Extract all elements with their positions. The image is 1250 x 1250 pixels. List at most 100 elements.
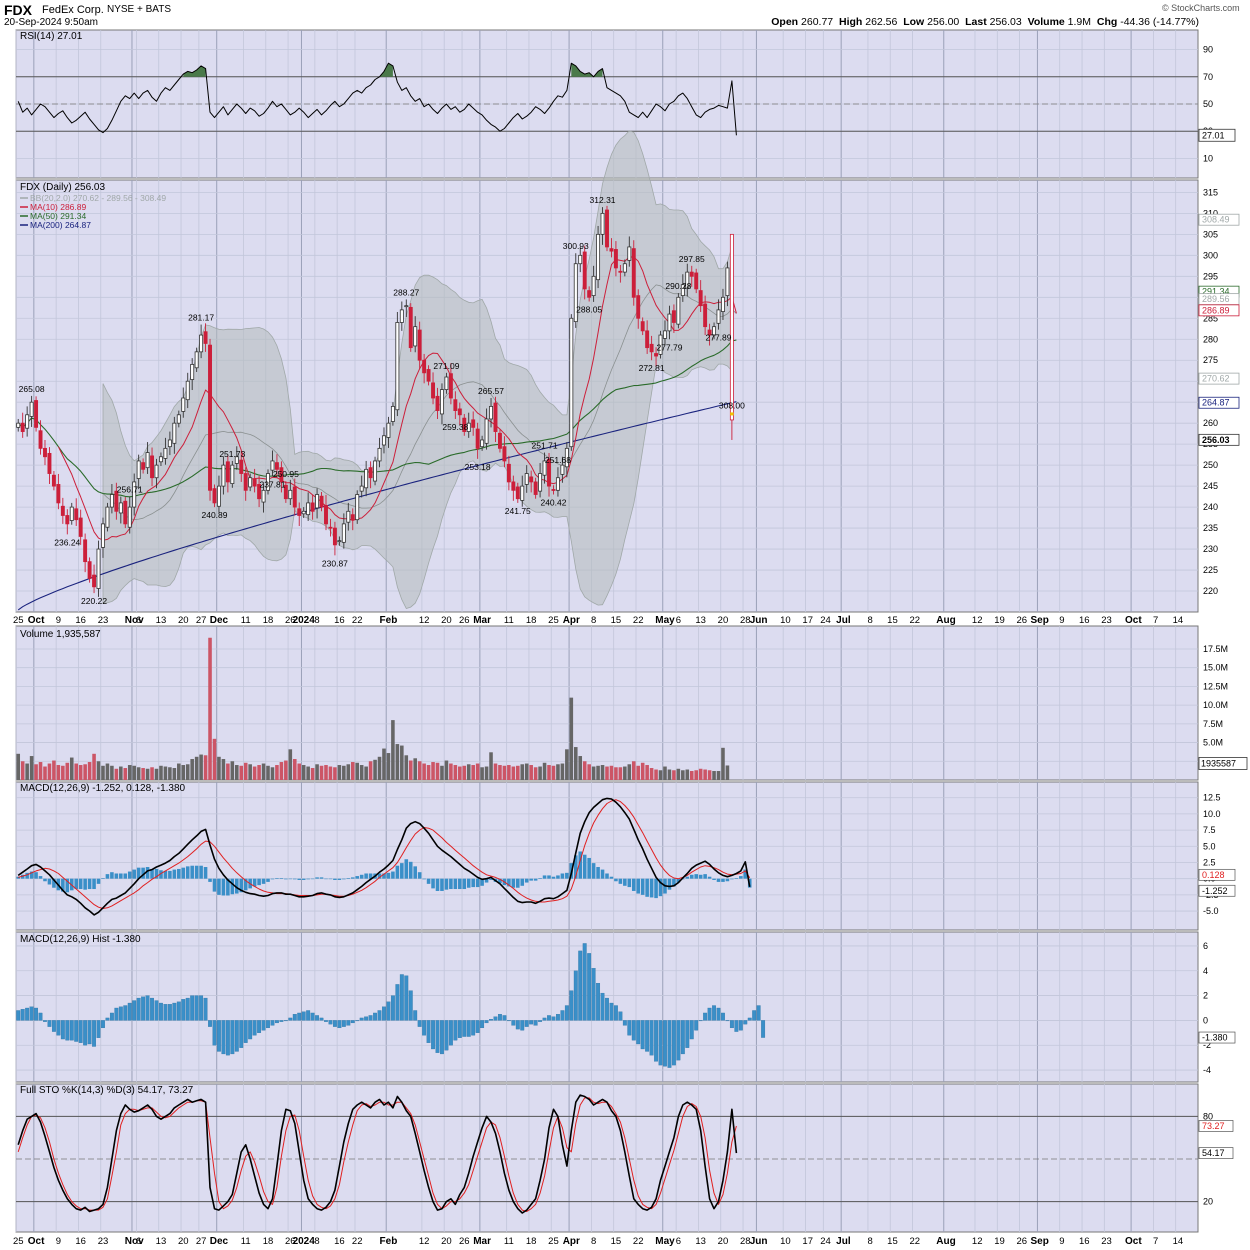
hist-bar-36 (176, 1001, 181, 1021)
tick-label-hist-1: 4 (1203, 966, 1208, 976)
tick-label-rsi-1: 70 (1203, 72, 1213, 82)
x-label-0-35: Jun (750, 615, 768, 626)
macd-hist-bar-64 (301, 878, 306, 880)
macd-hist-bar-85 (395, 865, 400, 879)
macd-hist-bar-76 (355, 876, 360, 879)
volume-bar-105 (484, 766, 489, 780)
hist-bar-144 (658, 1020, 663, 1066)
candle-body-144 (658, 334, 663, 355)
volume-bar-68 (319, 765, 324, 780)
volume-bar-25 (127, 765, 132, 780)
volume-bar-59 (279, 762, 284, 780)
macd-hist-bar-101 (466, 878, 471, 888)
tick-label-sto-1: 20 (1203, 1197, 1213, 1207)
volume-bar-94 (435, 762, 440, 780)
hist-bar-89 (413, 1010, 418, 1021)
candle-body-151 (689, 271, 694, 277)
tick-label-volume-4: 7.5M (1203, 719, 1223, 729)
macd-hist-bar-75 (350, 877, 355, 879)
macd-hist-bar-105 (484, 878, 489, 883)
macd-hist-bar-3 (29, 871, 34, 879)
volume-bar-34 (168, 767, 172, 780)
volume-bar-19 (101, 765, 105, 780)
volume-bar-87 (404, 755, 409, 780)
macd-hist-bar-93 (431, 878, 435, 889)
hist-bar-121 (556, 1014, 560, 1021)
x-label-0-41: 15 (887, 615, 898, 626)
macd-hist-bar-81 (377, 873, 382, 879)
macd-hist-bar-19 (101, 878, 105, 879)
candle-body-32 (159, 456, 163, 463)
macd-hist-bar-87 (404, 859, 409, 879)
candle-body-3 (29, 401, 34, 417)
macd-hist-bar-112 (516, 878, 520, 888)
volume-bar-111 (511, 766, 516, 780)
x-label-1-41: 15 (887, 1236, 898, 1247)
tick-label-macd-3: 5.0 (1203, 841, 1216, 851)
hist-bar-54 (257, 1020, 262, 1033)
candle-body-39 (190, 364, 195, 380)
x-label-0-9: 27 (196, 615, 207, 626)
x-label-0-11: 11 (241, 615, 251, 626)
candle-body-19 (101, 523, 105, 548)
candle-body-10 (60, 505, 65, 516)
volume-bar-38 (185, 764, 190, 780)
datetime: 20-Sep-2024 9:50am (4, 17, 98, 28)
hist-bar-60 (283, 1020, 288, 1022)
x-label-1-52: 7 (1153, 1236, 1158, 1247)
candle-body-62 (292, 486, 297, 508)
volume-bar-140 (640, 762, 645, 780)
hist-bar-164 (747, 1017, 752, 1021)
macd-hist-bar-115 (529, 878, 533, 881)
hist-bar-99 (457, 1020, 462, 1038)
hist-bar-161 (734, 1020, 739, 1032)
volume-bar-36 (177, 763, 181, 780)
hist-bar-34 (167, 1004, 172, 1021)
macd-hist-bar-2 (25, 872, 29, 879)
hist-bar-129 (591, 968, 596, 1021)
macd-hist-bar-126 (578, 851, 583, 879)
tick-label-price-18: 225 (1203, 565, 1218, 575)
hist-bar-41 (199, 995, 204, 1021)
hist-bar-33 (163, 1004, 168, 1021)
candle-body-120 (551, 489, 556, 491)
quote-line: Open 260.77 High 262.56 Low 256.00 Last … (771, 16, 1199, 28)
candle-body-150 (685, 271, 690, 289)
macd-hist-bar-22 (114, 873, 119, 879)
price-right-label-4: 270.62 (1202, 374, 1230, 384)
candle-body-112 (515, 486, 520, 500)
hist-bar-48 (230, 1020, 235, 1055)
macd-hist-bar-88 (408, 861, 413, 879)
tick-label-sto-0: 80 (1203, 1111, 1213, 1121)
candle-body-51 (243, 473, 248, 491)
hist-bar-11 (65, 1020, 70, 1041)
volume-bar-141 (645, 765, 649, 780)
volume-bar-64 (301, 765, 306, 780)
hist-bar-17 (92, 1020, 96, 1047)
hist-bar-111 (511, 1020, 516, 1026)
candle-body-9 (56, 484, 61, 504)
candle-body-27 (136, 460, 141, 479)
quote-high-label: High (839, 16, 863, 28)
hist-bar-154 (703, 1012, 708, 1021)
macd-hist-bar-146 (667, 878, 672, 890)
candle-body-96 (444, 376, 449, 391)
candle-body-74 (346, 510, 351, 523)
candle-body-76 (355, 494, 360, 521)
macd-right-box-0 (1198, 868, 1236, 881)
volume-bar-62 (292, 759, 297, 780)
volume-bar-23 (119, 766, 123, 780)
candle-body-60 (283, 484, 288, 500)
volume-bar-61 (288, 749, 293, 780)
volume-bar-142 (649, 768, 654, 780)
candle-body-5 (38, 430, 43, 449)
candle-body-100 (462, 417, 467, 432)
chart-header: FDX FedEx Corp. NYSE + BATS 20-Sep-2024 … (0, 0, 1250, 30)
volume-bar-90 (417, 761, 422, 780)
volume-bar-13 (74, 763, 78, 780)
macd-hist-bar-79 (368, 873, 373, 879)
macd-hist-bar-44 (212, 878, 217, 892)
x-label-1-1: Oct (28, 1236, 45, 1247)
x-label-0-34: 28 (740, 615, 751, 626)
candle-body-14 (78, 517, 83, 537)
